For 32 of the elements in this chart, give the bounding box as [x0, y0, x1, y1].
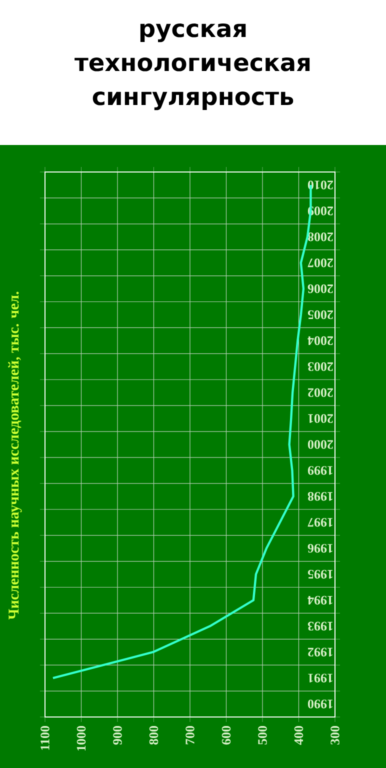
y-tick-label: 1994 — [308, 596, 332, 605]
x-tick-label: 600 — [222, 726, 231, 745]
y-tick-label: 2004 — [308, 336, 333, 346]
y-tick-label: 1990 — [308, 700, 332, 708]
y-axis-title: Численность научных исследователей, тыс. чел. — [8, 292, 22, 620]
y-tick-label: 2000 — [308, 440, 333, 449]
y-tick-label: 2001 — [308, 414, 333, 423]
y-tick-label: 2009 — [308, 206, 333, 216]
y-tick-label: 1992 — [308, 648, 332, 656]
y-tick-label: 2003 — [308, 362, 333, 372]
y-tick-label: 1993 — [308, 622, 332, 631]
y-tick-label: 1998 — [308, 492, 332, 501]
y-tick-label: 1997 — [308, 518, 332, 527]
x-tick-label: 800 — [149, 726, 158, 745]
y-tick-label: 1995 — [308, 570, 332, 579]
y-tick-label: 2006 — [308, 284, 333, 294]
y-tick-label: 2002 — [308, 388, 333, 397]
y-tick-label: 1991 — [308, 674, 332, 682]
x-tick-label: 1100 — [40, 726, 50, 750]
y-tick-label: 1999 — [308, 466, 332, 475]
x-tick-label: 900 — [113, 726, 122, 745]
x-tick-label: 400 — [294, 726, 304, 745]
y-tick-label: 2010 — [308, 180, 333, 190]
x-tick-label: 700 — [186, 726, 194, 744]
y-tick-label: 2008 — [308, 232, 333, 242]
y-tick-label: 2007 — [308, 258, 333, 268]
x-tick-label: 1000 — [76, 726, 86, 750]
y-tick-label: 2005 — [308, 310, 333, 320]
x-tick-label: 500 — [258, 726, 267, 745]
y-tick-label: 1996 — [308, 544, 332, 553]
chart-title: русская технологическая сингулярность — [74, 24, 310, 110]
x-tick-label: 300 — [330, 726, 340, 745]
